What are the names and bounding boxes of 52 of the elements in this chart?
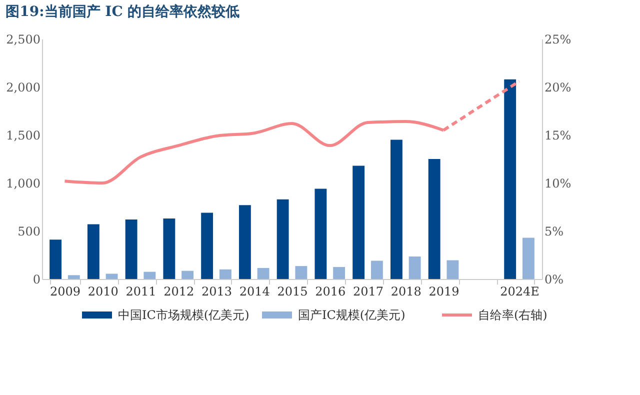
y2-tick-label: 20% [544,80,572,94]
x-tick-label: 2017 [352,284,384,298]
x-tick-label: 2024E [500,284,540,298]
bar [144,272,156,279]
y-tick-label: 500 [18,224,40,238]
bar [428,159,440,279]
y2-tick-label: 25% [544,32,572,46]
y-tick-label: 1,500 [6,128,40,142]
y2-tick-label: 10% [544,176,572,190]
bar [408,256,421,279]
y2-tick-label: 5% [544,224,564,238]
bar [238,205,251,279]
bar [68,275,80,279]
bar [106,274,118,279]
y2-tick-label: 15% [544,128,572,142]
bar [504,79,516,279]
x-tick-label: 2014 [239,284,270,298]
x-tick-label: 2011 [126,284,156,298]
bar [163,218,176,279]
x-tick-label: 2015 [277,284,308,298]
bar [370,260,383,279]
chart-title: 图19:当前国产 IC 的自给率依然较低 [6,3,240,20]
bar [314,188,327,279]
y-tick-label: 2,500 [6,32,40,46]
bar [257,268,270,279]
bar [295,266,308,279]
bar [352,166,365,279]
y-tick-label: 0 [32,272,40,286]
y-tick-label: 1,000 [6,176,40,190]
bar [333,267,346,279]
y-tick-label: 2,000 [6,80,40,94]
legend-label: 自给率(右轴) [478,308,548,322]
x-tick-label: 2012 [164,284,194,298]
bar [87,224,100,279]
bar [446,260,459,279]
bar [390,140,402,279]
bar [522,238,534,279]
bar [50,240,62,279]
bar [201,212,214,279]
x-tick-label: 2018 [390,284,422,298]
bar [182,270,194,279]
bar [219,269,232,279]
legend-label: 国产IC规模(亿美元) [298,308,406,322]
x-tick-label: 2010 [88,284,118,298]
legend-label: 中国IC市场规模(亿美元) [118,308,250,322]
x-tick-label: 2009 [50,284,80,298]
x-tick-label: 2019 [428,284,460,298]
bar [276,199,289,279]
y2-tick-label: 0% [544,272,564,286]
bar [125,219,138,279]
x-tick-label: 2016 [315,284,346,298]
x-tick-label: 2013 [201,284,232,298]
